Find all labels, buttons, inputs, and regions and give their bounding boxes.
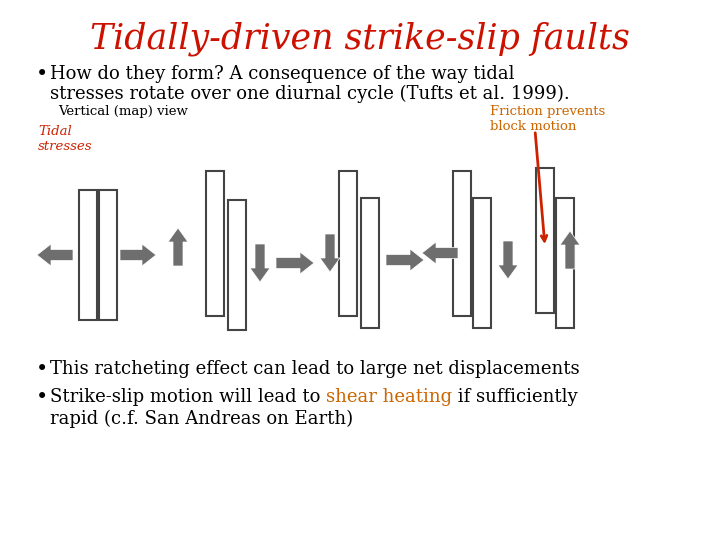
FancyArrow shape	[320, 234, 340, 272]
FancyArrow shape	[560, 231, 580, 269]
Bar	[473, 198, 491, 328]
Text: •: •	[36, 65, 48, 84]
Text: This ratcheting effect can lead to large net displacements: This ratcheting effect can lead to large…	[50, 360, 580, 378]
FancyArrow shape	[498, 241, 518, 279]
Bar	[99, 190, 117, 320]
FancyArrow shape	[168, 228, 188, 266]
Bar	[339, 171, 357, 315]
Text: shear heating: shear heating	[326, 388, 452, 406]
Bar	[206, 171, 224, 315]
Bar	[453, 171, 471, 315]
FancyArrow shape	[386, 249, 424, 271]
FancyArrow shape	[422, 242, 458, 264]
Bar	[228, 200, 246, 330]
Text: •: •	[36, 388, 48, 407]
Text: Tidal: Tidal	[38, 125, 72, 138]
Text: rapid (c.f. San Andreas on Earth): rapid (c.f. San Andreas on Earth)	[50, 410, 353, 428]
Text: block motion: block motion	[490, 120, 577, 133]
Text: Tidally-driven strike-slip faults: Tidally-driven strike-slip faults	[90, 22, 630, 57]
Bar	[556, 198, 574, 328]
FancyArrow shape	[276, 252, 314, 274]
Text: •: •	[36, 360, 48, 379]
Text: How do they form? A consequence of the way tidal: How do they form? A consequence of the w…	[50, 65, 515, 83]
Text: stresses: stresses	[38, 140, 92, 153]
Text: if sufficiently: if sufficiently	[452, 388, 578, 406]
Text: Friction prevents: Friction prevents	[490, 105, 606, 118]
Text: Strike-slip motion will lead to: Strike-slip motion will lead to	[50, 388, 326, 406]
Text: stresses rotate over one diurnal cycle (Tufts et al. 1999).: stresses rotate over one diurnal cycle (…	[50, 85, 570, 103]
Bar	[361, 198, 379, 328]
FancyArrow shape	[250, 244, 270, 282]
FancyArrow shape	[120, 244, 156, 266]
Bar	[79, 190, 97, 320]
Text: Vertical (map) view: Vertical (map) view	[58, 105, 188, 118]
FancyArrow shape	[37, 244, 73, 266]
Bar	[536, 167, 554, 313]
